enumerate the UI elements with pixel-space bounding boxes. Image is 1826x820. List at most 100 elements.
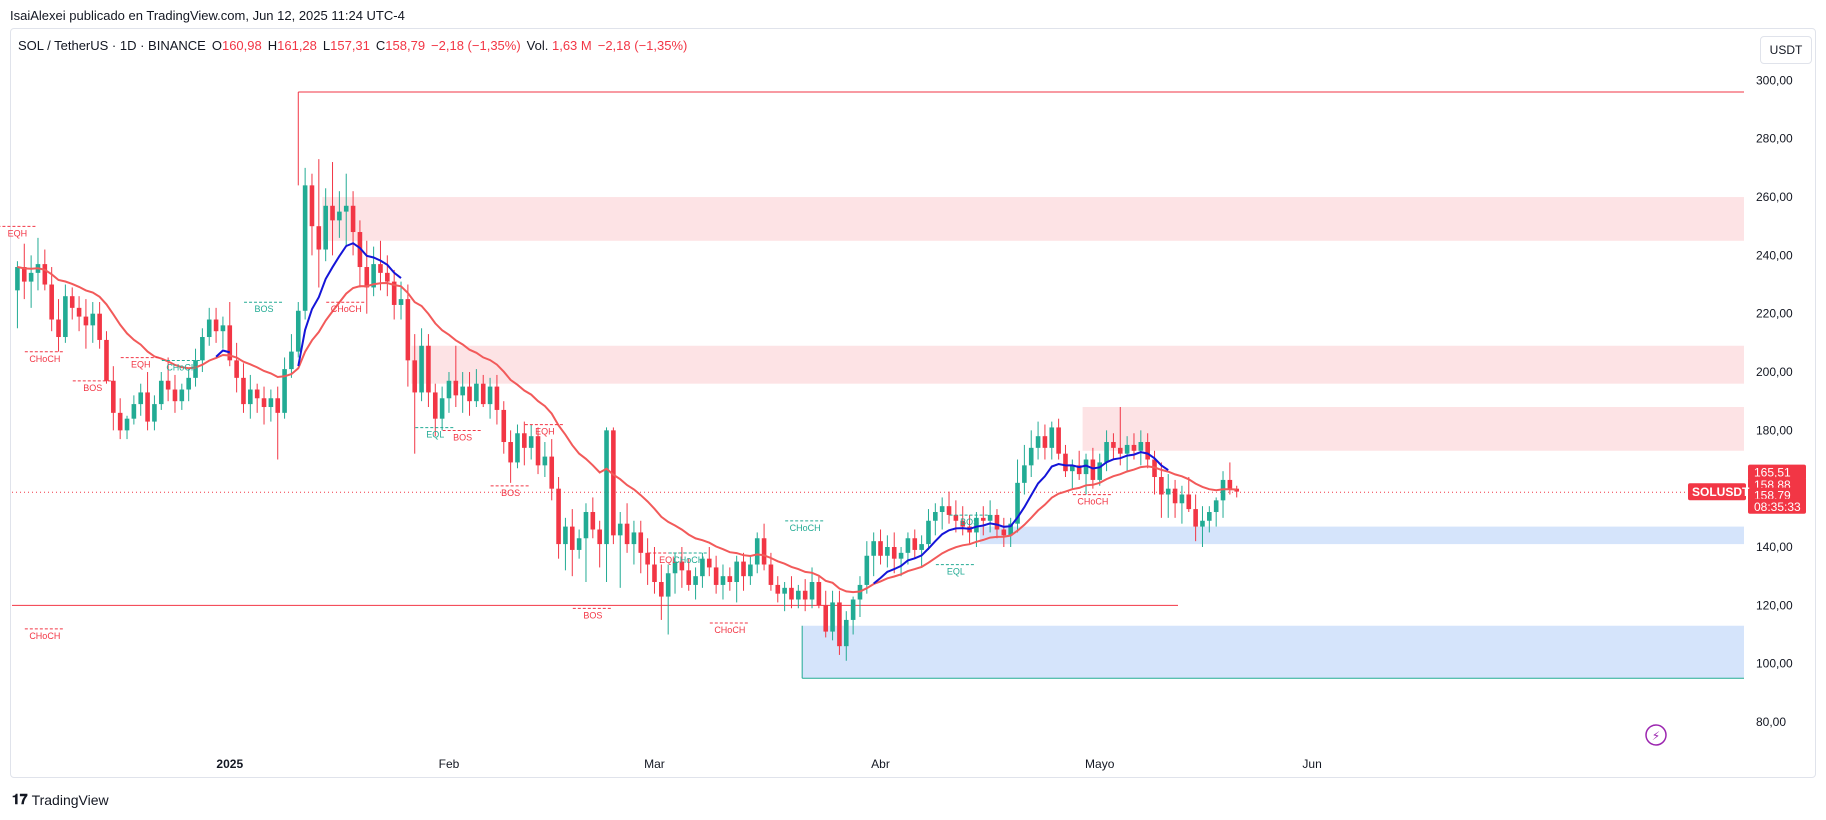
candle-body <box>522 433 527 448</box>
candle-body <box>898 552 904 559</box>
structure-label: EQL <box>659 555 677 565</box>
volume-change: −2,18 (−1,35%) <box>597 38 688 53</box>
candle-body <box>1207 512 1212 521</box>
structure-label: BOS <box>583 610 602 620</box>
candle-body <box>939 506 945 513</box>
y-tick-label: 300,00 <box>1756 73 1793 87</box>
candle-body <box>1227 479 1233 489</box>
candle-body <box>1022 465 1027 483</box>
candle-body <box>453 380 459 396</box>
candle-body <box>1049 427 1055 448</box>
structure-label: BOS <box>960 517 979 527</box>
candle-body <box>117 412 123 431</box>
price-tag-label: 165,51 <box>1754 466 1791 480</box>
candle-body <box>200 337 205 361</box>
candle-body <box>275 398 281 413</box>
candle-body <box>542 456 548 466</box>
candle-body <box>254 389 260 399</box>
candle-body <box>227 325 233 361</box>
candle-body <box>802 590 808 600</box>
candle-body <box>611 430 616 536</box>
candle-body <box>706 558 712 568</box>
candle-body <box>1159 477 1164 495</box>
ema-fast-line <box>215 242 1169 585</box>
structure-label: EQH <box>131 360 151 370</box>
candle-body <box>426 345 431 393</box>
candle-body <box>1111 442 1116 448</box>
demand-zone <box>801 625 1744 679</box>
candle-body <box>926 520 931 545</box>
candle-body <box>165 380 171 390</box>
tradingview-brand[interactable]: 𝟏𝟕 TradingView <box>12 792 109 808</box>
structure-label: BOS <box>83 383 102 393</box>
candle-body <box>933 512 938 521</box>
candle-body <box>405 299 411 361</box>
candle-body <box>885 547 890 556</box>
candle-body <box>69 296 75 308</box>
candle-body <box>432 392 438 419</box>
candle-body <box>960 520 966 527</box>
candle-body <box>158 380 164 405</box>
candle-body <box>1028 447 1034 466</box>
candle-body <box>1090 459 1096 480</box>
chart-frame <box>10 28 1816 778</box>
candle-body <box>864 555 870 585</box>
candle-body <box>131 404 137 419</box>
candle-body <box>1001 529 1007 536</box>
candle-body <box>268 398 274 408</box>
candle-body <box>1213 500 1219 513</box>
candle-body <box>693 576 698 585</box>
structure-label: CHoCH <box>29 631 60 641</box>
candle-body <box>528 436 534 448</box>
price-tag <box>1748 498 1806 514</box>
candle-body <box>501 409 507 443</box>
candle-body <box>645 552 650 565</box>
candle-body <box>474 383 479 402</box>
price-tag-label: 08:35:33 <box>1754 500 1801 514</box>
candle-body <box>843 619 849 647</box>
candle-body <box>1117 447 1123 454</box>
currency-button[interactable]: USDT <box>1760 36 1812 64</box>
candle-body <box>1083 459 1089 475</box>
x-tick-label: Jun <box>1302 757 1321 771</box>
candle-body <box>1193 509 1198 527</box>
candle-body <box>1138 442 1144 451</box>
candle-body <box>953 514 959 521</box>
candle-body <box>761 538 767 565</box>
candle-body <box>768 564 774 585</box>
candle-body <box>974 517 979 533</box>
candle-body <box>508 442 513 463</box>
candle-body <box>446 380 452 399</box>
candle-body <box>330 205 335 221</box>
candle-body <box>569 526 575 550</box>
structure-label: CHoCH <box>790 523 821 533</box>
candle-body <box>850 599 856 620</box>
candle-body <box>302 185 308 311</box>
candle-body <box>28 272 34 282</box>
symbol-label[interactable]: SOL / TetherUS · 1D · BINANCE <box>18 38 206 53</box>
candle-body <box>90 313 96 326</box>
candle-body <box>946 506 952 515</box>
structure-label: BOS <box>453 433 472 443</box>
candle-body <box>905 538 911 553</box>
candle-body <box>515 433 520 463</box>
candle-body <box>823 605 829 632</box>
y-tick-label: 100,00 <box>1756 657 1793 671</box>
candle-body <box>480 383 486 405</box>
candle-body <box>56 319 61 338</box>
candle-body <box>76 307 82 317</box>
candle-body <box>638 532 644 553</box>
y-tick-label: 200,00 <box>1756 365 1793 379</box>
structure-label: CHoCH <box>714 625 745 635</box>
y-tick-label: 240,00 <box>1756 248 1793 262</box>
candle-body <box>830 602 835 632</box>
candle-body <box>720 576 726 585</box>
candle-body <box>535 436 541 466</box>
candle-body <box>549 456 555 489</box>
candle-body <box>1070 465 1075 472</box>
candle-body <box>179 389 185 402</box>
candle-body <box>1104 442 1109 463</box>
supply-zone <box>322 197 1744 241</box>
candle-body <box>631 532 637 545</box>
